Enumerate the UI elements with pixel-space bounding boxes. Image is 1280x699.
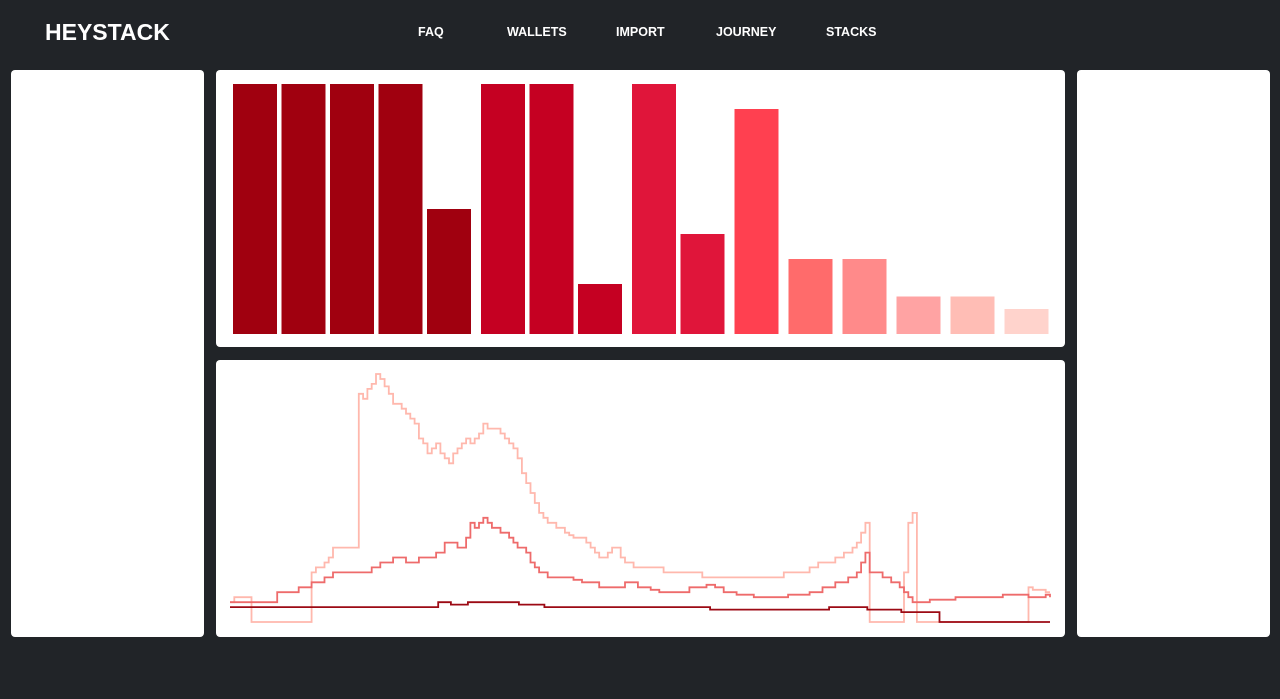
bar-chart: [233, 84, 1049, 335]
bar[interactable]: [330, 84, 374, 334]
bar[interactable]: [481, 84, 525, 334]
bar[interactable]: [1004, 309, 1049, 334]
bar[interactable]: [378, 84, 423, 334]
bar[interactable]: [578, 284, 622, 334]
nav-stacks[interactable]: STACKS: [826, 25, 877, 39]
nav-faq[interactable]: FAQ: [418, 25, 444, 39]
bar[interactable]: [788, 259, 833, 334]
bar[interactable]: [950, 296, 995, 335]
nav-wallets[interactable]: WALLETS: [507, 25, 567, 39]
bar-chart-panel: [216, 70, 1065, 347]
bar[interactable]: [734, 109, 779, 334]
top-navigation-bar: HEYSTACK FAQ WALLETS IMPORT JOURNEY STAC…: [0, 0, 1280, 66]
bar[interactable]: [529, 84, 574, 334]
bar[interactable]: [680, 234, 725, 334]
series-line: [230, 516, 1051, 604]
line-chart: [230, 373, 1051, 623]
series-line: [230, 373, 1050, 623]
bar[interactable]: [632, 84, 676, 334]
app-logo[interactable]: HEYSTACK: [45, 19, 170, 45]
bar[interactable]: [896, 296, 941, 335]
nav-import[interactable]: IMPORT: [616, 25, 665, 39]
left-sidebar-panel: [11, 70, 204, 637]
right-sidebar-panel: [1077, 70, 1270, 637]
series-line: [230, 601, 1050, 623]
bar[interactable]: [427, 209, 471, 334]
bar[interactable]: [281, 84, 326, 334]
line-chart-panel: [216, 360, 1065, 637]
bar[interactable]: [233, 84, 277, 334]
nav-journey[interactable]: JOURNEY: [716, 25, 777, 39]
bar[interactable]: [842, 259, 887, 334]
